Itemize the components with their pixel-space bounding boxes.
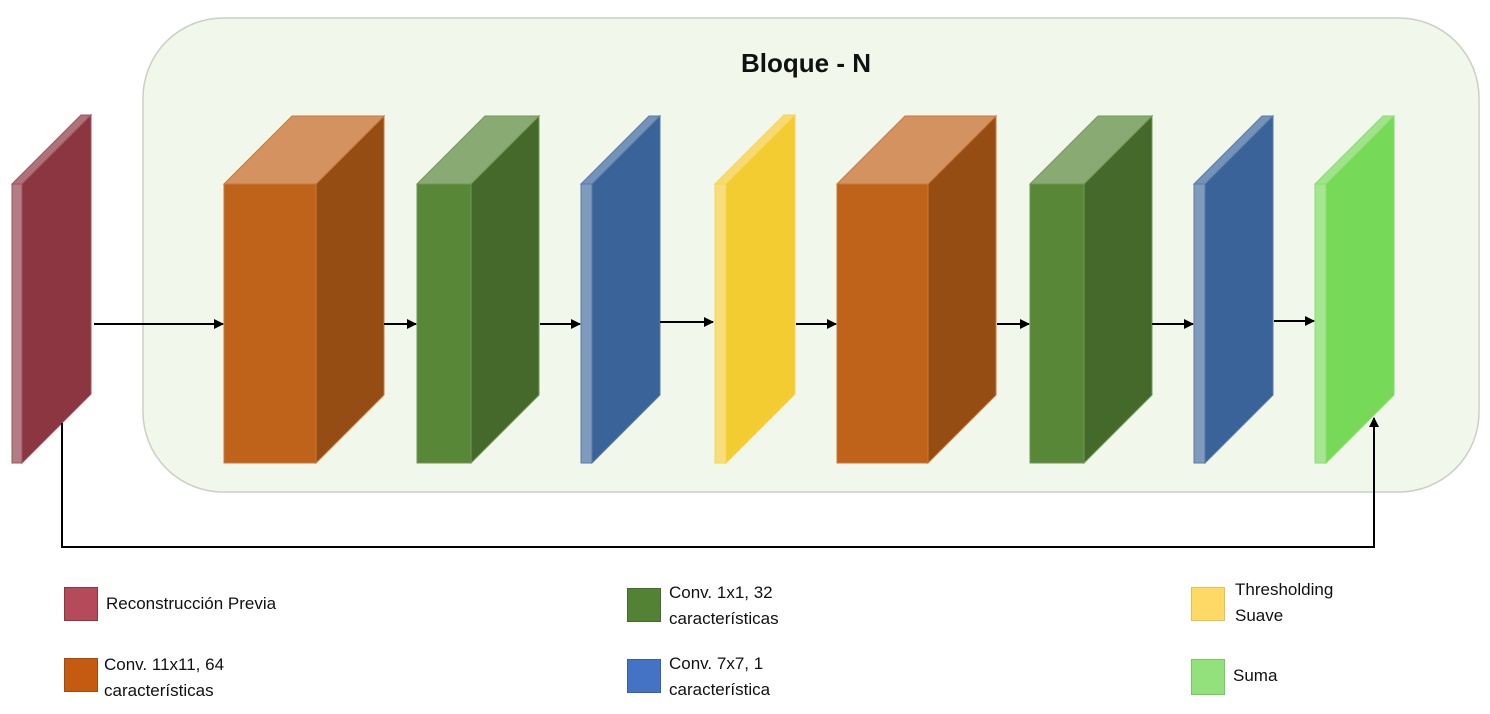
conv7-layer-1-top-face [579, 115, 662, 185]
threshold-layer [713, 113, 797, 465]
conv7-layer-2-top-face [1192, 115, 1275, 185]
reconstruction-layer [10, 113, 93, 465]
reconstruction-layer-front-face [11, 183, 23, 464]
legend-item-conv1: Conv. 1x1, 32 características [627, 580, 779, 632]
conv1-layer-1 [415, 114, 541, 465]
conv11-layer-2-front-face [836, 183, 929, 464]
legend-item-sum: Suma [1191, 659, 1277, 695]
sum-layer [1313, 114, 1396, 465]
conv1-layer-2-top-face [1028, 115, 1154, 185]
legend-swatch-threshold [1191, 587, 1225, 621]
skip-connection-arrow [61, 417, 1379, 548]
conv1-layer-2 [1028, 114, 1154, 465]
legend-item-threshold: Thresholding Suave [1191, 577, 1333, 629]
conv1-layer-2-front-face [1029, 183, 1085, 464]
conv7-layer-1-front-face [580, 183, 593, 464]
legend-label-conv11: Conv. 11x11, 64 características [104, 655, 225, 700]
conv1-layer-1-front-face [416, 183, 472, 464]
legend-label-conv1: Conv. 1x1, 32 características [669, 583, 779, 628]
reconstruction-layer-top-face [10, 114, 93, 185]
legend-swatch-sum [1191, 659, 1225, 695]
conv11-layer-2 [835, 114, 998, 465]
conv11-layer-1-top-face [222, 115, 386, 185]
conv7-layer-1 [579, 114, 662, 465]
legend-item-conv7: Conv. 7x7, 1 característica [627, 651, 770, 703]
threshold-layer-front-face [714, 183, 727, 464]
legend-label-reconstruction: Reconstrucción Previa [106, 594, 277, 613]
block-title: Bloque - N [741, 48, 871, 78]
legend-label-threshold: Thresholding Suave [1235, 580, 1334, 625]
legend-swatch-conv11 [64, 658, 98, 692]
legend-swatch-conv1 [627, 588, 661, 622]
conv7-layer-2 [1192, 114, 1275, 465]
conv11-layer-1 [222, 114, 386, 465]
legend-swatch-reconstruction [64, 587, 98, 621]
sum-layer-top-face [1313, 115, 1396, 185]
legend-item-reconstruction: Reconstrucción Previa [64, 587, 276, 621]
legend-item-conv11: Conv. 11x11, 64 características [64, 652, 224, 704]
sum-layer-front-face [1314, 183, 1327, 464]
legend-swatch-conv7 [627, 659, 661, 693]
legend-label-sum: Suma [1233, 666, 1278, 685]
conv11-layer-1-front-face [223, 183, 317, 464]
conv11-layer-2-top-face [835, 115, 998, 185]
threshold-layer-top-face [713, 114, 797, 185]
legend-label-conv7: Conv. 7x7, 1 característica [669, 654, 771, 699]
conv7-layer-2-front-face [1193, 183, 1206, 464]
conv1-layer-1-top-face [415, 115, 541, 185]
